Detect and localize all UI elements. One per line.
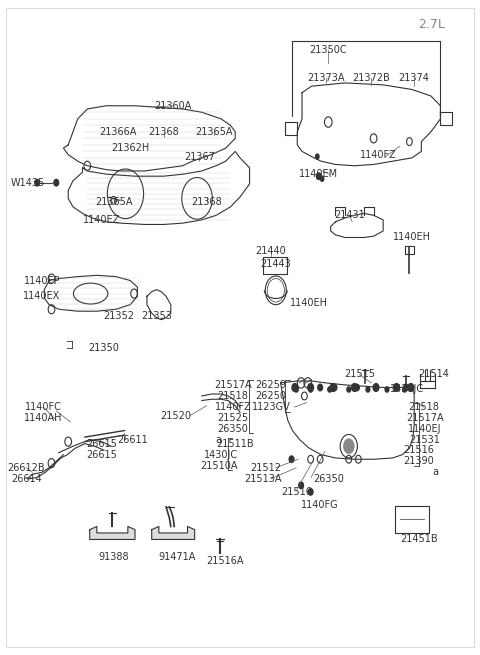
Text: 26250: 26250 (255, 391, 287, 401)
Text: 21368: 21368 (148, 127, 179, 137)
Text: 26259: 26259 (255, 380, 287, 390)
Circle shape (309, 387, 312, 392)
Circle shape (330, 384, 336, 392)
Circle shape (366, 387, 370, 392)
Text: 21512: 21512 (251, 462, 282, 473)
Text: 21372B: 21372B (352, 73, 390, 83)
Text: 21443: 21443 (261, 259, 291, 269)
Text: 21516: 21516 (404, 445, 434, 455)
Text: 91388: 91388 (98, 552, 129, 562)
Text: W1435: W1435 (11, 178, 45, 188)
Circle shape (408, 384, 414, 392)
Text: 21350C: 21350C (310, 45, 347, 55)
Circle shape (292, 384, 298, 392)
Bar (405, 246, 414, 253)
Circle shape (403, 387, 407, 392)
Text: 26614: 26614 (11, 474, 42, 484)
Circle shape (332, 384, 337, 391)
Circle shape (316, 173, 321, 179)
Text: a: a (216, 435, 222, 445)
Circle shape (343, 438, 355, 454)
Text: 21366A: 21366A (100, 127, 137, 137)
Circle shape (404, 384, 408, 391)
Text: 21431: 21431 (335, 210, 365, 220)
Text: 21353: 21353 (141, 310, 172, 321)
Text: 21362H: 21362H (111, 143, 149, 153)
Text: 1140FZ: 1140FZ (360, 149, 397, 160)
Polygon shape (152, 527, 195, 540)
Circle shape (385, 387, 389, 392)
Text: 21520: 21520 (160, 411, 191, 421)
Text: 21440: 21440 (256, 246, 287, 255)
Text: 26350: 26350 (217, 424, 248, 434)
Circle shape (347, 387, 351, 392)
Circle shape (373, 384, 379, 392)
Text: 2.7L: 2.7L (419, 18, 445, 31)
Text: 21511B: 21511B (216, 439, 254, 449)
Text: 1140EP: 1140EP (24, 276, 60, 286)
Circle shape (355, 384, 360, 391)
Text: 1140FZ: 1140FZ (215, 402, 251, 412)
Text: 21518: 21518 (408, 402, 439, 412)
Text: 1140EH: 1140EH (393, 233, 431, 242)
Text: 21352: 21352 (103, 310, 134, 321)
Circle shape (318, 384, 323, 391)
Text: 21516: 21516 (281, 487, 312, 497)
Text: 1140EJ: 1140EJ (408, 424, 442, 434)
Text: 26612B: 26612B (7, 462, 45, 473)
Text: 1123GV: 1123GV (252, 402, 290, 412)
Text: 1140EZ: 1140EZ (83, 215, 120, 225)
Text: 21390: 21390 (404, 456, 434, 466)
Text: 26615: 26615 (86, 439, 117, 449)
Text: 1140EX: 1140EX (24, 291, 60, 301)
Text: 21365A: 21365A (95, 197, 132, 207)
Circle shape (308, 384, 313, 392)
Text: 21510A: 21510A (200, 460, 237, 471)
Circle shape (308, 489, 313, 495)
Text: a: a (432, 467, 439, 477)
Text: 91471A: 91471A (158, 552, 196, 562)
Circle shape (294, 387, 298, 392)
Circle shape (328, 387, 332, 392)
Text: 26615: 26615 (86, 450, 117, 460)
Text: 1140EH: 1140EH (290, 298, 328, 308)
Bar (395, 506, 429, 533)
Text: 26350: 26350 (313, 474, 344, 484)
Circle shape (54, 179, 59, 186)
Text: 1430JC: 1430JC (204, 450, 238, 460)
Circle shape (35, 179, 39, 186)
Circle shape (315, 153, 320, 160)
Circle shape (352, 384, 358, 392)
Text: 21350: 21350 (88, 343, 120, 353)
Text: 21531: 21531 (410, 435, 441, 445)
Text: 21525: 21525 (217, 413, 249, 422)
Text: 21513A: 21513A (244, 474, 282, 484)
Text: 1430JC: 1430JC (390, 384, 424, 394)
Text: 1140AH: 1140AH (24, 413, 62, 422)
Text: 1140FG: 1140FG (301, 500, 339, 510)
Text: 21373A: 21373A (307, 73, 345, 83)
Text: 21514: 21514 (418, 369, 449, 379)
Text: 21517A: 21517A (407, 413, 444, 422)
Text: 21365A: 21365A (195, 127, 232, 137)
Text: 21515: 21515 (344, 369, 375, 379)
Text: 1140EM: 1140EM (299, 169, 338, 179)
Text: 1140FC: 1140FC (25, 402, 62, 412)
Text: 21451B: 21451B (400, 534, 438, 544)
Text: 21516A: 21516A (206, 556, 243, 566)
Text: 21518: 21518 (217, 391, 248, 401)
Circle shape (289, 456, 294, 462)
Text: 21368: 21368 (191, 197, 222, 207)
Circle shape (299, 482, 303, 489)
Text: 21367: 21367 (184, 151, 215, 162)
Circle shape (292, 384, 297, 391)
Polygon shape (90, 527, 135, 540)
Text: 21374: 21374 (399, 73, 430, 83)
Text: 21517A: 21517A (214, 380, 252, 390)
Circle shape (320, 176, 324, 182)
Text: 26611: 26611 (117, 435, 148, 445)
Circle shape (394, 384, 399, 392)
Text: 21360A: 21360A (155, 101, 192, 111)
